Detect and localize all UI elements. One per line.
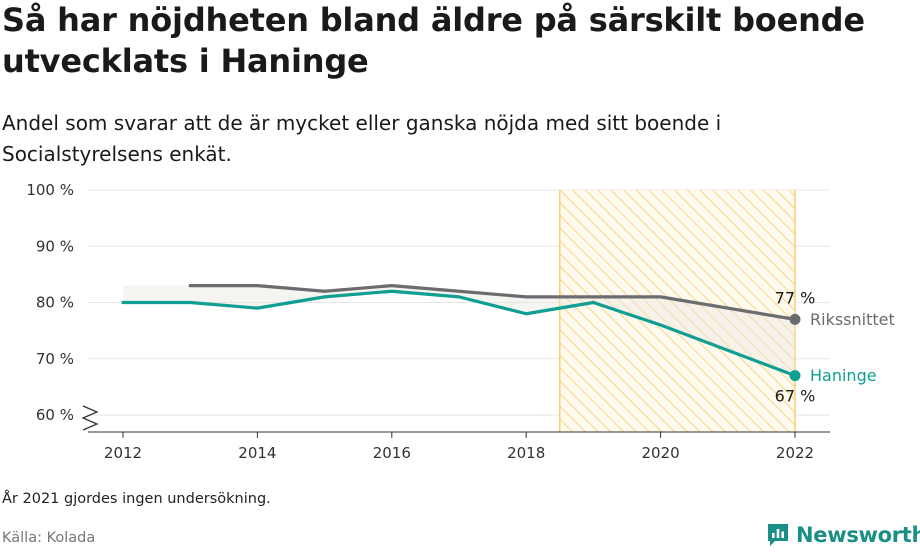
series-line-rikssnittet bbox=[188, 284, 797, 321]
x-tick-label: 2012 bbox=[104, 444, 142, 462]
x-tick-label: 2020 bbox=[642, 444, 680, 462]
brand-name: Newsworthy bbox=[796, 523, 920, 547]
newsworthy-logo-icon bbox=[768, 524, 788, 546]
highlight-hatch bbox=[559, 190, 795, 432]
source-text: Källa: Kolada bbox=[2, 530, 96, 546]
x-tick-label: 2018 bbox=[507, 444, 545, 462]
series-value-label: 67 % bbox=[775, 387, 816, 406]
y-tick-label: 80 % bbox=[36, 294, 74, 312]
axes: 60 % 70 % 80 % 90 % 100 % 2012 2014 2016 2018 202… bbox=[26, 181, 830, 462]
x-tick-label: 2022 bbox=[776, 444, 814, 462]
series-name-label: Haninge bbox=[810, 366, 877, 385]
series-lines bbox=[121, 284, 801, 382]
x-tick-label: 2014 bbox=[238, 444, 276, 462]
series-line-haninge bbox=[121, 289, 797, 378]
axis-break-icon bbox=[81, 405, 99, 431]
chart-title: Så har nöjdheten bland äldre på särskilt… bbox=[2, 1, 865, 80]
chart-subtitle: Andel som svarar att de är mycket eller … bbox=[2, 111, 722, 166]
difference-fill bbox=[123, 285, 795, 376]
footnote: År 2021 gjordes ingen undersökning. bbox=[2, 491, 271, 507]
series-end-marker bbox=[789, 313, 801, 325]
series-name-label: Rikssnittet bbox=[810, 310, 895, 329]
difference-area bbox=[123, 285, 795, 376]
newsworthy-brand: Newsworthy bbox=[766, 522, 920, 548]
highlight-region bbox=[559, 190, 796, 432]
y-tick-label: 100 % bbox=[26, 181, 74, 199]
y-tick-label: 90 % bbox=[36, 237, 74, 255]
x-tick-label: 2016 bbox=[373, 444, 411, 462]
series-value-label: 77 % bbox=[775, 288, 816, 307]
y-tick-label: 60 % bbox=[36, 406, 74, 424]
y-tick-label: 70 % bbox=[36, 350, 74, 368]
series-labels: Rikssnittet 77 % Haninge 67 % bbox=[775, 288, 895, 405]
series-end-marker bbox=[789, 370, 801, 382]
